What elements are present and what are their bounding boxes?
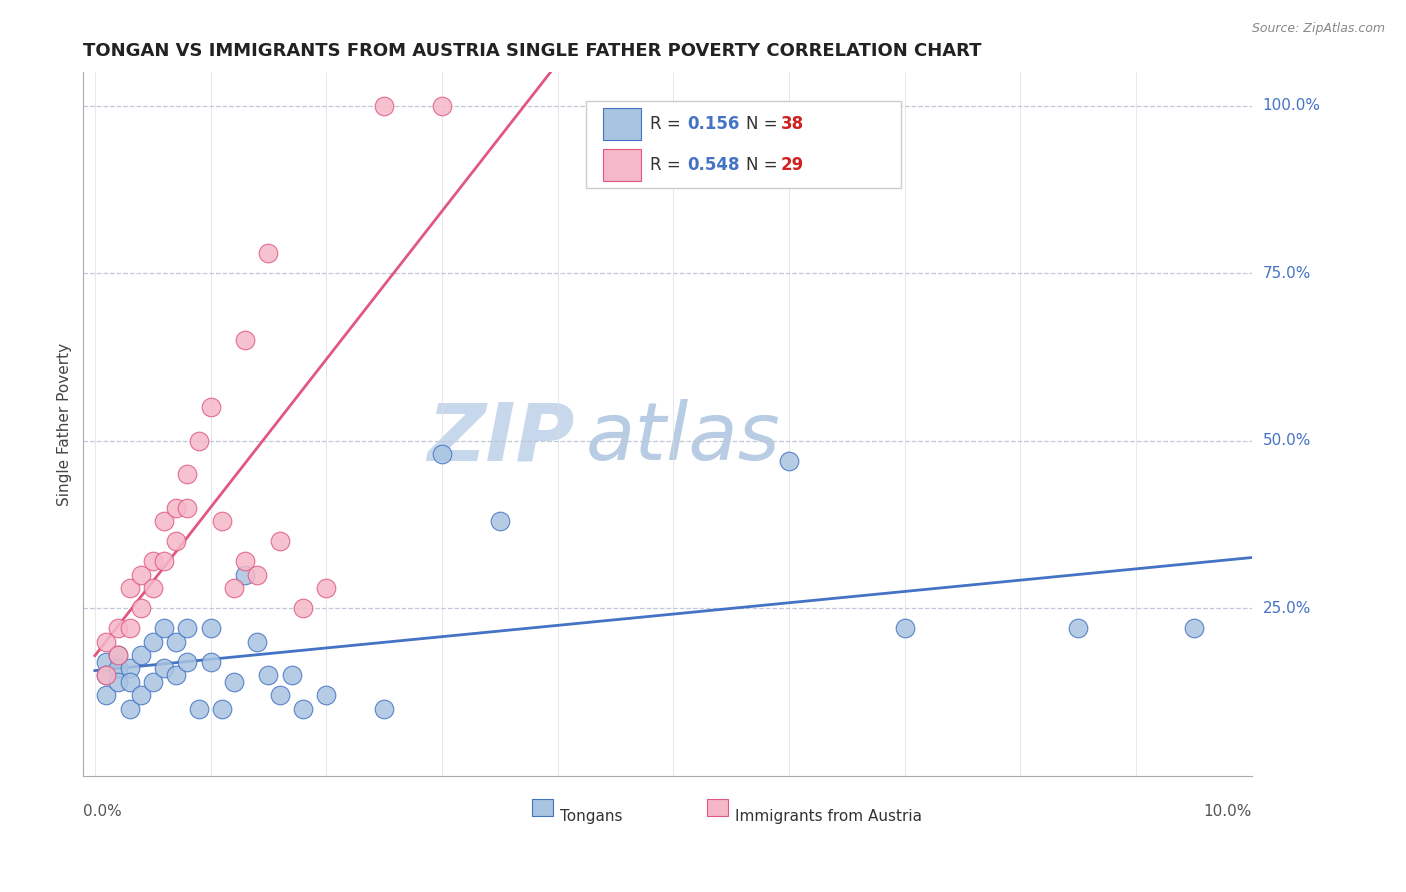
Point: [129, 601, 152, 615]
Point: [222, 581, 245, 595]
Text: N =: N =: [745, 156, 783, 174]
Point: [257, 668, 280, 682]
Point: [1067, 621, 1090, 635]
Point: [257, 246, 280, 260]
Point: [315, 581, 337, 595]
Point: [200, 621, 222, 635]
Text: 0.0%: 0.0%: [83, 804, 122, 819]
Point: [246, 634, 269, 648]
Point: [142, 581, 165, 595]
Text: TONGAN VS IMMIGRANTS FROM AUSTRIA SINGLE FATHER POVERTY CORRELATION CHART: TONGAN VS IMMIGRANTS FROM AUSTRIA SINGLE…: [83, 42, 981, 60]
Text: 0.156: 0.156: [688, 115, 740, 133]
Point: [107, 648, 129, 662]
Point: [165, 500, 187, 515]
Point: [233, 554, 256, 568]
Point: [778, 454, 800, 468]
Point: [269, 534, 291, 549]
Point: [211, 701, 233, 715]
Point: [129, 688, 152, 702]
Text: atlas: atlas: [586, 399, 780, 477]
Point: [118, 661, 141, 675]
Point: [142, 674, 165, 689]
Point: [176, 467, 198, 482]
Point: [200, 655, 222, 669]
Point: [233, 333, 256, 347]
Text: N =: N =: [745, 115, 783, 133]
Point: [153, 621, 176, 635]
Text: 100.0%: 100.0%: [1263, 98, 1320, 113]
Point: [118, 674, 141, 689]
Point: [373, 701, 395, 715]
FancyBboxPatch shape: [603, 108, 641, 140]
Point: [430, 447, 453, 461]
Point: [200, 401, 222, 415]
Point: [430, 99, 453, 113]
Point: [1182, 621, 1205, 635]
Text: Tongans: Tongans: [560, 809, 623, 824]
Text: 38: 38: [780, 115, 804, 133]
Text: 29: 29: [780, 156, 804, 174]
Point: [129, 567, 152, 582]
Point: [280, 668, 302, 682]
Point: [142, 634, 165, 648]
Point: [107, 621, 129, 635]
Point: [176, 621, 198, 635]
Point: [118, 621, 141, 635]
FancyBboxPatch shape: [707, 798, 728, 815]
Point: [188, 701, 211, 715]
Point: [165, 634, 187, 648]
Point: [893, 621, 915, 635]
Point: [118, 701, 141, 715]
FancyBboxPatch shape: [603, 149, 641, 181]
Point: [153, 554, 176, 568]
Text: 75.0%: 75.0%: [1263, 266, 1310, 281]
Point: [96, 668, 118, 682]
Point: [107, 674, 129, 689]
Text: 25.0%: 25.0%: [1263, 600, 1310, 615]
Point: [96, 688, 118, 702]
Point: [153, 661, 176, 675]
Point: [153, 514, 176, 528]
Y-axis label: Single Father Poverty: Single Father Poverty: [58, 343, 72, 506]
Text: 0.548: 0.548: [688, 156, 740, 174]
Point: [292, 601, 315, 615]
Text: 50.0%: 50.0%: [1263, 434, 1310, 448]
Point: [165, 668, 187, 682]
Point: [118, 581, 141, 595]
Point: [246, 567, 269, 582]
Point: [233, 567, 256, 582]
Text: R =: R =: [650, 156, 686, 174]
Point: [176, 500, 198, 515]
Point: [269, 688, 291, 702]
Point: [96, 634, 118, 648]
Text: ZIP: ZIP: [426, 399, 574, 477]
Point: [315, 688, 337, 702]
FancyBboxPatch shape: [531, 798, 553, 815]
Point: [188, 434, 211, 448]
Point: [142, 554, 165, 568]
Point: [222, 674, 245, 689]
Text: Source: ZipAtlas.com: Source: ZipAtlas.com: [1251, 22, 1385, 36]
Point: [373, 99, 395, 113]
Text: Immigrants from Austria: Immigrants from Austria: [735, 809, 922, 824]
Text: 10.0%: 10.0%: [1204, 804, 1251, 819]
Point: [107, 648, 129, 662]
Point: [129, 648, 152, 662]
Point: [96, 655, 118, 669]
Point: [292, 701, 315, 715]
Point: [211, 514, 233, 528]
FancyBboxPatch shape: [586, 101, 901, 188]
Text: R =: R =: [650, 115, 686, 133]
Point: [165, 534, 187, 549]
Point: [488, 514, 510, 528]
Point: [176, 655, 198, 669]
Point: [96, 668, 118, 682]
Point: [107, 661, 129, 675]
